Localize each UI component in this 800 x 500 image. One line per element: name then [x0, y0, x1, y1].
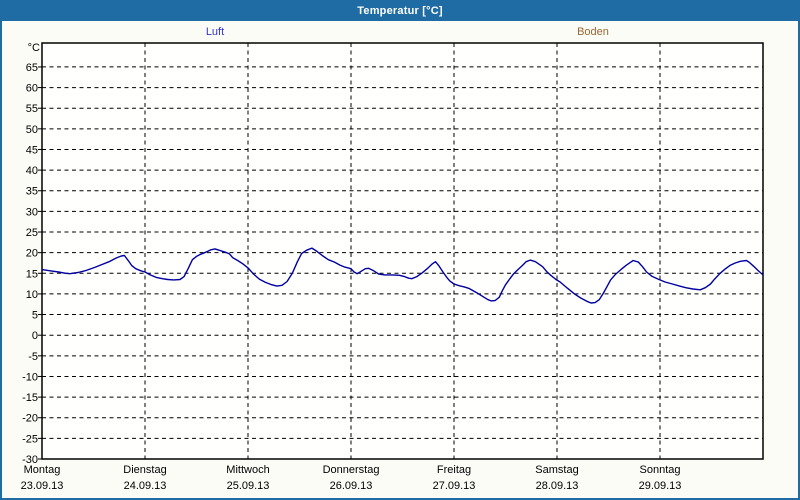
y-tick-label: -15 — [22, 392, 38, 404]
x-day-label: Donnerstag — [323, 464, 380, 476]
y-tick-label: 40 — [26, 165, 38, 177]
x-day-label: Mittwoch — [226, 464, 269, 476]
x-day-label: Samstag — [535, 464, 578, 476]
x-date-label: 27.09.13 — [433, 480, 476, 492]
y-tick-label: 0 — [32, 330, 38, 342]
y-tick-label: 25 — [26, 227, 38, 239]
y-tick-label: 10 — [26, 289, 38, 301]
y-axis-unit-label: °C — [28, 42, 40, 54]
x-date-label: 28.09.13 — [536, 480, 579, 492]
x-day-label: Freitag — [437, 464, 471, 476]
legend-label-boden: Boden — [577, 26, 609, 38]
y-tick-label: 20 — [26, 248, 38, 260]
x-day-label: Montag — [24, 464, 61, 476]
plot-frame — [41, 42, 764, 460]
plot-background — [42, 43, 763, 459]
x-date-label: 23.09.13 — [21, 480, 64, 492]
y-tick-label: -30 — [22, 454, 38, 466]
x-day-label: Sonntag — [640, 464, 681, 476]
y-tick-label: -25 — [22, 433, 38, 445]
x-date-label: 29.09.13 — [639, 480, 682, 492]
series-line-luft — [41, 247, 764, 304]
y-tick-label: 35 — [26, 186, 38, 198]
x-day-label: Dienstag — [123, 464, 166, 476]
window-title: Temperatur [°C] — [357, 5, 443, 17]
y-tick-label: 30 — [26, 206, 38, 218]
x-date-label: 26.09.13 — [330, 480, 373, 492]
y-tick-label: -5 — [28, 351, 38, 363]
legend-label-luft: Luft — [205, 26, 225, 38]
y-tick-label: 60 — [26, 83, 38, 95]
y-tick-label: 55 — [26, 103, 38, 115]
y-tick-label: 15 — [26, 268, 38, 280]
y-tick-label: 45 — [26, 144, 38, 156]
y-tick-label: 50 — [26, 124, 38, 136]
x-date-label: 25.09.13 — [227, 480, 270, 492]
y-tick-label: -20 — [22, 413, 38, 425]
window-title-bar: Temperatur [°C] — [2, 2, 798, 21]
y-tick-label: 5 — [32, 310, 38, 322]
y-tick-label: -10 — [22, 371, 38, 383]
x-date-label: 24.09.13 — [124, 480, 167, 492]
y-tick-label: 65 — [26, 62, 38, 74]
